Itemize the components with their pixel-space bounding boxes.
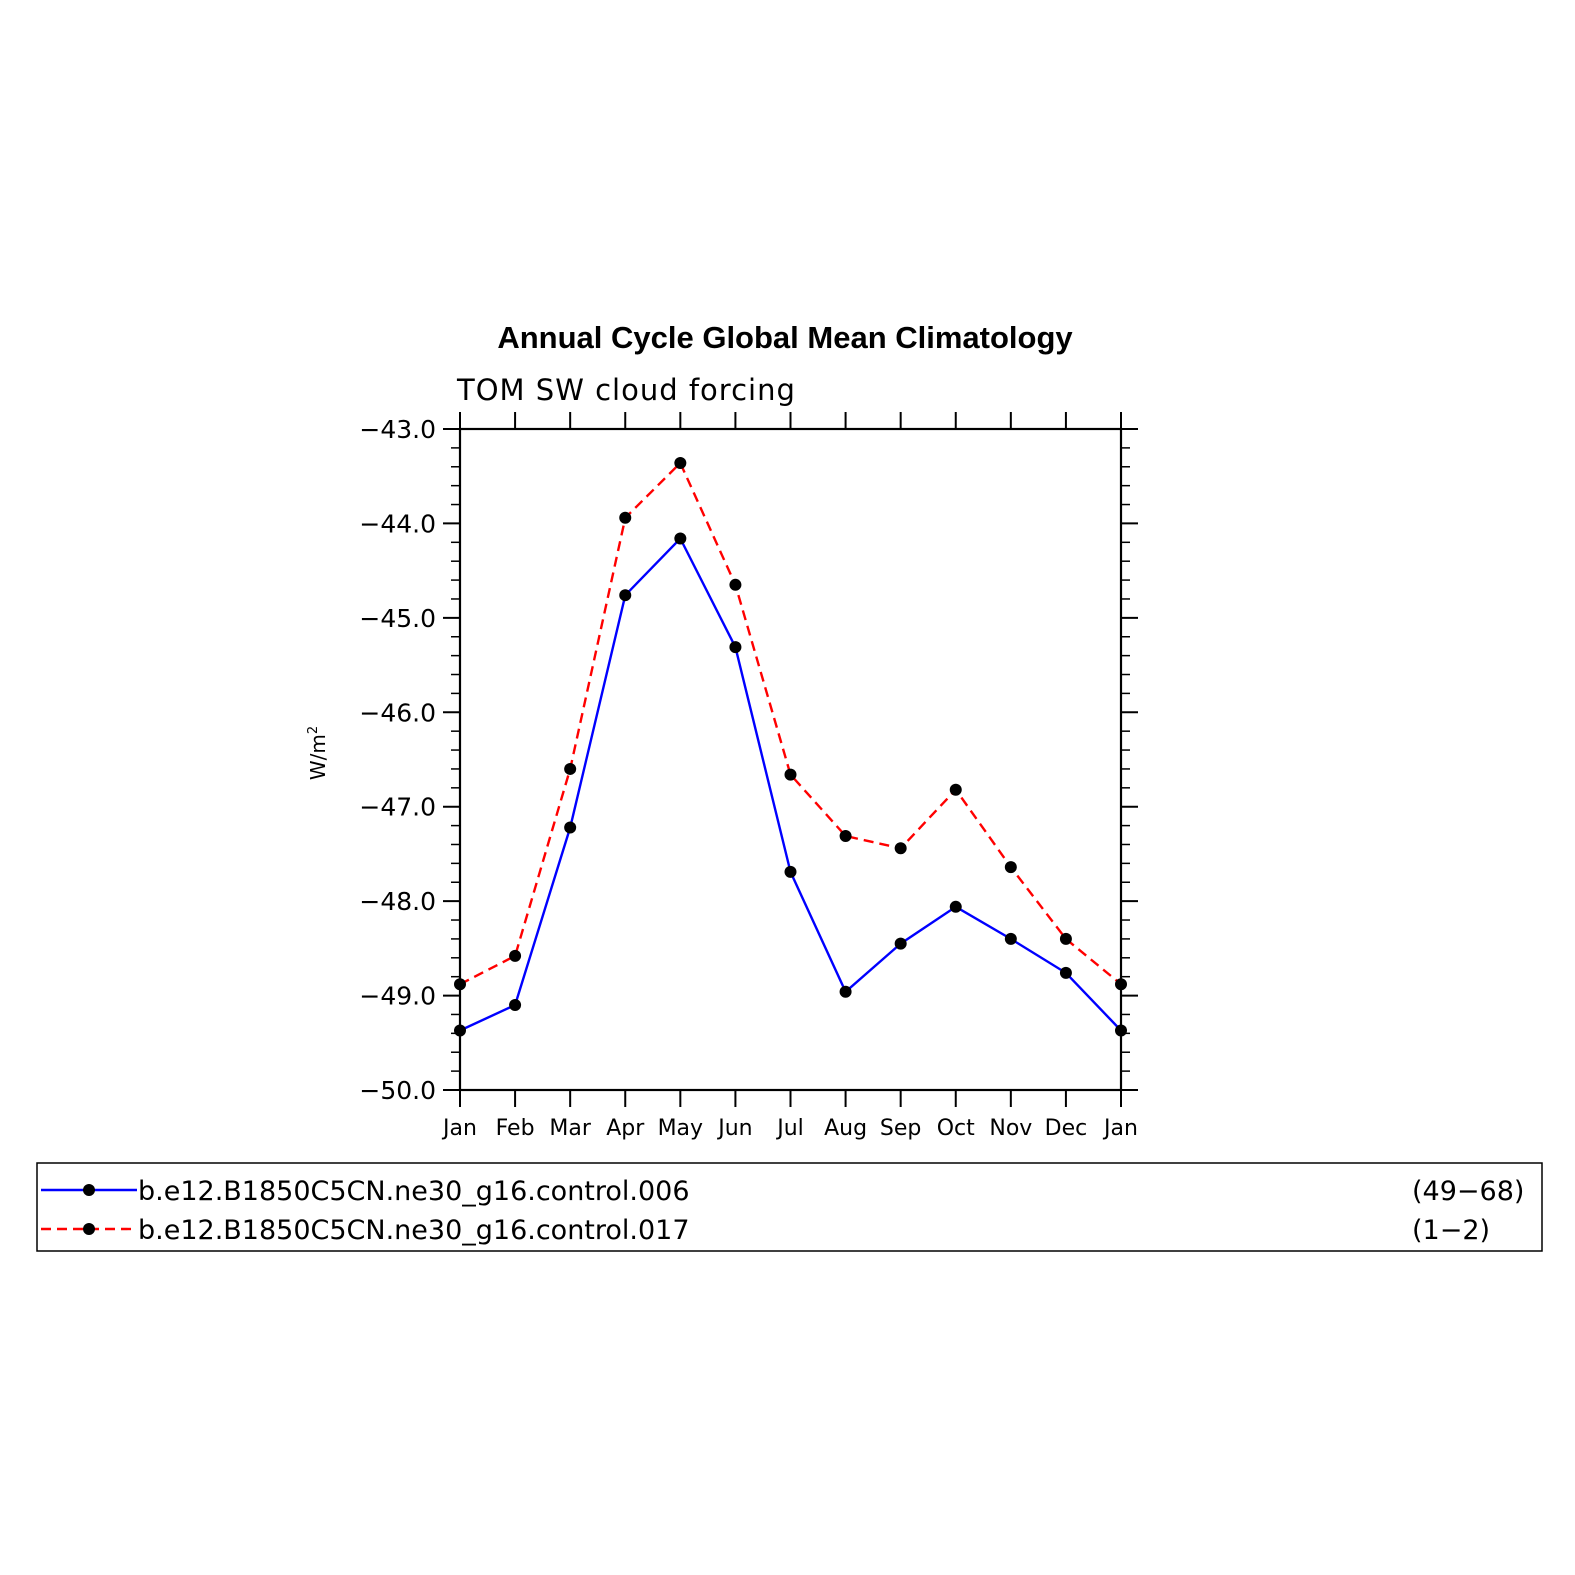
data-point-series-1 bbox=[509, 999, 522, 1012]
legend-marker-1 bbox=[83, 1184, 95, 1196]
series-lines bbox=[459, 460, 1122, 1032]
data-point-series-1 bbox=[1059, 966, 1072, 979]
data-point-series-1 bbox=[1004, 932, 1017, 945]
data-point-series-2 bbox=[509, 949, 522, 962]
data-point-series-2 bbox=[894, 842, 907, 855]
data-point-series-2 bbox=[949, 783, 962, 796]
data-point-series-2 bbox=[674, 456, 687, 469]
y-tick-label: −50.0 bbox=[359, 1076, 436, 1105]
x-tick-label: Jun bbox=[716, 1116, 752, 1141]
data-point-series-2 bbox=[454, 978, 466, 991]
data-point-series-1 bbox=[674, 532, 687, 545]
series-line-1 bbox=[459, 536, 1122, 1032]
legend-years-1: (49−68) bbox=[1412, 1176, 1524, 1207]
data-point-series-2 bbox=[619, 511, 632, 524]
data-point-series-2 bbox=[1115, 978, 1127, 991]
tick-labels: −43.0 −44.0 −45.0 −46.0 −47.0 −48.0 −49.0 −50.0… bbox=[359, 415, 1138, 1141]
y-axis-label-text: W/m bbox=[306, 734, 330, 780]
chart-subtitle: TOM SW cloud forcing bbox=[456, 373, 796, 407]
x-tick-label: Jan bbox=[441, 1116, 477, 1141]
legend-label-1: b.e12.B1850C5CN.ne30_g16.control.006 bbox=[138, 1176, 690, 1207]
legend-entries: b.e12.B1850C5CN.ne30_g16.control.006 (49−… bbox=[41, 1176, 1524, 1246]
data-point-series-2 bbox=[564, 762, 577, 775]
x-tick-label: Jan bbox=[1102, 1116, 1138, 1141]
legend-years-2: (1−2) bbox=[1412, 1215, 1490, 1246]
data-point-series-2 bbox=[1004, 861, 1017, 874]
x-tick-label: Apr bbox=[606, 1116, 645, 1141]
y-tick-label: −46.0 bbox=[359, 698, 436, 727]
y-tick-label: −43.0 bbox=[359, 415, 436, 444]
legend-label-2: b.e12.B1850C5CN.ne30_g16.control.017 bbox=[138, 1215, 690, 1246]
data-point-series-1 bbox=[839, 985, 852, 998]
y-axis-label-superscript: 2 bbox=[306, 726, 321, 734]
x-tick-label: Feb bbox=[496, 1116, 535, 1141]
x-tick-label: Dec bbox=[1045, 1116, 1088, 1141]
legend-marker-2 bbox=[83, 1223, 95, 1235]
data-point-series-2 bbox=[1059, 932, 1072, 945]
legend: b.e12.B1850C5CN.ne30_g16.control.006 (49−… bbox=[36, 1162, 1543, 1252]
x-tick-label: Oct bbox=[937, 1116, 975, 1141]
chart-title: Annual Cycle Global Mean Climatology bbox=[497, 320, 1073, 355]
y-axis-label: W/m2 bbox=[306, 726, 330, 780]
y-tick-label: −49.0 bbox=[359, 982, 436, 1011]
data-point-series-1 bbox=[454, 1024, 466, 1037]
x-tick-label: Sep bbox=[880, 1116, 921, 1141]
data-point-series-2 bbox=[729, 578, 742, 591]
y-tick-label: −44.0 bbox=[359, 509, 436, 538]
data-point-series-1 bbox=[564, 821, 577, 834]
plot-axes bbox=[458, 427, 1123, 1092]
series-line-2 bbox=[459, 460, 1122, 986]
y-tick-label: −47.0 bbox=[359, 793, 436, 822]
plot-frame bbox=[458, 427, 1123, 1092]
data-point-series-1 bbox=[619, 589, 632, 602]
series-markers bbox=[454, 456, 1127, 1037]
x-tick-label: Mar bbox=[549, 1116, 591, 1141]
data-point-series-1 bbox=[784, 865, 797, 878]
axis-ticks bbox=[443, 412, 1138, 1107]
data-point-series-2 bbox=[839, 829, 852, 842]
y-tick-label: −45.0 bbox=[359, 604, 436, 633]
data-point-series-1 bbox=[1115, 1024, 1127, 1037]
data-point-series-1 bbox=[729, 641, 742, 654]
x-tick-label: Nov bbox=[989, 1116, 1032, 1141]
data-point-series-1 bbox=[949, 900, 962, 913]
data-point-series-1 bbox=[894, 937, 907, 950]
x-tick-label: May bbox=[658, 1116, 703, 1141]
legend-box bbox=[36, 1162, 1543, 1252]
y-tick-label: −48.0 bbox=[359, 887, 436, 916]
x-tick-label: Aug bbox=[824, 1116, 867, 1141]
data-point-series-2 bbox=[784, 768, 797, 781]
x-tick-label: Jul bbox=[775, 1116, 804, 1141]
